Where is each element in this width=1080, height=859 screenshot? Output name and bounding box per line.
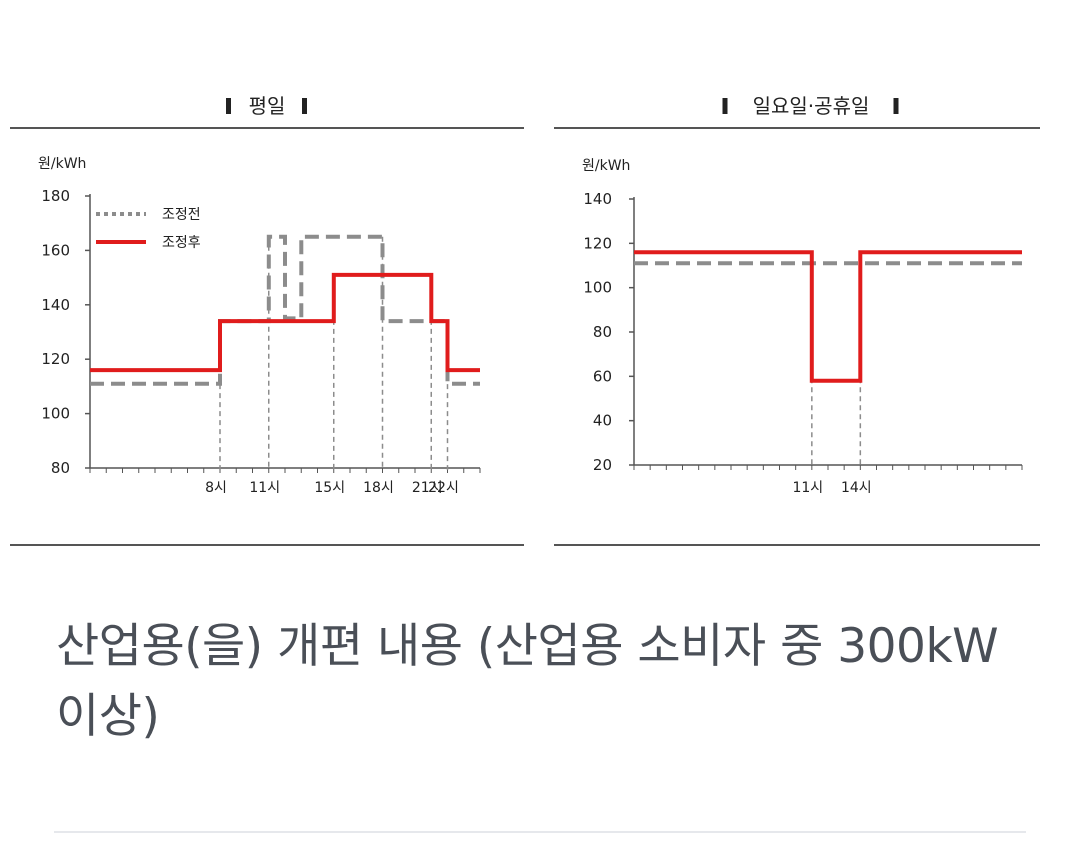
series-line-before [90, 234, 480, 386]
x-tick-label: 21시 [412, 480, 443, 496]
y-tick-label: 40 [593, 412, 612, 430]
x-tick-label: 18시 [363, 480, 394, 496]
y-tick-label: 80 [593, 323, 612, 341]
y-tick-label: 100 [583, 279, 612, 297]
tariff-charts: 평일원/kWh 80 100 120 140 160 180 8시 11시 15시 18시 21시22… [10, 94, 1040, 546]
caption: 산업용(을) 개편 내용 (산업용 소비자 중 300kW 이상) [56, 619, 999, 744]
y-tick-label: 20 [593, 456, 612, 474]
unit-label: 원/kWh [38, 156, 86, 172]
chart-panel-1: 평일원/kWh 80 100 120 140 160 180 8시 11시 15시 18시 21시22… [10, 94, 524, 546]
x-tick-label: 22시 [428, 480, 459, 496]
x-tick-label: 11시 [792, 480, 823, 496]
y-tick-label: 60 [593, 367, 612, 385]
bottom-divider [54, 831, 1026, 833]
chart-title: 일요일·공휴일 [753, 94, 870, 118]
x-tick-label: 11시 [249, 480, 280, 496]
y-tick-label: 140 [41, 296, 70, 314]
y-tick-label: 120 [583, 234, 612, 252]
chart-title: 평일 [249, 94, 286, 118]
x-tick-label: 8시 [205, 480, 227, 496]
y-tick-label: 80 [51, 459, 70, 477]
legend-label: 조정후 [162, 235, 201, 251]
title-marker-right [302, 98, 307, 114]
title-marker-left [226, 98, 231, 114]
y-tick-label: 100 [41, 405, 70, 423]
x-tick-label: 14시 [841, 480, 872, 496]
series-line-after [90, 272, 480, 373]
unit-label: 원/kWh [582, 158, 630, 174]
y-tick-label: 160 [41, 241, 70, 259]
y-tick-label: 180 [41, 187, 70, 205]
legend-label: 조정전 [162, 207, 201, 223]
series-line-after [634, 250, 1022, 383]
title-marker-left [722, 98, 728, 114]
x-tick-label: 15시 [314, 480, 345, 496]
y-tick-label: 120 [41, 350, 70, 368]
y-tick-label: 140 [583, 190, 612, 208]
title-marker-right [893, 98, 899, 114]
